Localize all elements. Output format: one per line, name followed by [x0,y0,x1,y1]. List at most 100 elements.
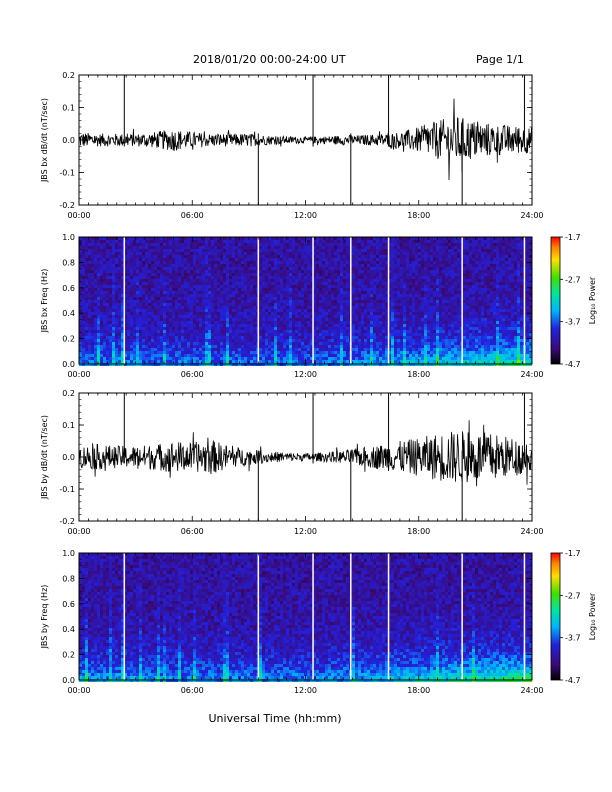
spectrogram-cell [97,333,100,336]
spectrogram-cell [310,354,313,357]
spectrogram-cell [133,342,136,345]
spectrogram-cell [163,351,166,354]
spectrogram-cell [241,348,244,351]
spectrogram-cell [292,255,295,258]
spectrogram-cell [148,252,151,255]
spectrogram-cell [220,261,223,264]
spectrogram-cell [175,333,178,336]
spectrogram-cell [403,339,406,342]
spectrogram-cell [184,258,187,261]
spectrogram-cell [100,291,103,294]
spectrogram-cell [229,360,232,363]
spectrogram-cell [304,291,307,294]
spectrogram-cell [103,273,106,276]
spectrogram-cell [229,339,232,342]
spectrogram-cell [91,312,94,315]
spectrogram-cell [91,255,94,258]
spectrogram-cell [379,300,382,303]
spectrogram-cell [214,246,217,249]
spectrogram-cell [121,303,124,306]
spectrogram-cell [370,357,373,360]
spectrogram-cell [412,297,415,300]
spectrogram-cell [85,294,88,297]
spectrogram-cell [268,336,271,339]
spectrogram-cell [157,321,160,324]
spectrogram-cell [265,321,268,324]
spectrogram-cell [382,333,385,336]
spectrogram-cell [91,258,94,261]
spectrogram-cell [256,276,259,279]
spectrogram-cell [187,330,190,333]
spectrogram-cell [148,273,151,276]
spectrogram-cell [379,243,382,246]
spectrogram-cell [301,357,304,360]
spectrogram-cell [346,330,349,333]
spectrogram-cell [358,279,361,282]
spectrogram-cell [262,273,265,276]
spectrogram-cell [292,348,295,351]
x-tick-label: 00:00 [67,211,90,220]
spectrogram-cell [112,306,115,309]
spectrogram-cell [184,285,187,288]
spectrogram-cell [325,336,328,339]
spectrogram-cell [379,354,382,357]
spectrogram-cell [178,306,181,309]
spectrogram-cell [160,333,163,336]
spectrogram-cell [412,345,415,348]
spectrogram-cell [292,312,295,315]
spectrogram-cell [340,324,343,327]
spectrogram-cell [97,309,100,312]
spectrogram-cell [361,306,364,309]
spectrogram-cell [253,351,256,354]
spectrogram-cell [250,339,253,342]
spectrogram-cell [397,267,400,270]
spectrogram-cell [328,354,331,357]
spectrogram-cell [352,297,355,300]
spectrogram-cell [322,252,325,255]
spectrogram-cell [88,351,91,354]
spectrogram-cell [343,255,346,258]
spectrogram-cell [85,246,88,249]
spectrogram-cell [175,255,178,258]
spectrogram-cell [400,360,403,363]
spectrogram-cell [277,237,280,240]
spectrogram-cell [199,312,202,315]
spectrogram-cell [391,324,394,327]
spectrogram-cell [184,267,187,270]
spectrogram-cell [169,258,172,261]
spectrogram-cell [106,285,109,288]
spectrogram-cell [85,330,88,333]
spectrogram-cell [280,258,283,261]
spectrogram-cell [388,249,391,252]
spectrogram-cell [322,258,325,261]
spectrogram-cell [88,297,91,300]
spectrogram-cell [280,279,283,282]
spectrogram-cell [256,237,259,240]
spectrogram-cell [364,294,367,297]
spectrogram-cell [379,306,382,309]
spectrogram-cell [364,330,367,333]
spectrogram-cell [88,237,91,240]
spectrogram-cell [307,318,310,321]
spectrogram-cell [112,360,115,363]
spectrogram-cell [310,288,313,291]
spectrogram-cell [97,306,100,309]
spectrogram-cell [166,300,169,303]
spectrogram-cell [271,324,274,327]
spectrogram-cell [139,255,142,258]
spectrogram-cell [178,360,181,363]
spectrogram-cell [145,354,148,357]
spectrogram-cell [151,354,154,357]
spectrogram-cell [133,249,136,252]
spectrogram-cell [217,270,220,273]
spectrogram-cell [361,312,364,315]
spectrogram-cell [400,294,403,297]
spectrogram-cell [226,252,229,255]
spectrogram-cell [82,357,85,360]
spectrogram-cell [247,318,250,321]
spectrogram-cell [319,240,322,243]
spectrogram-cell [283,237,286,240]
spectrogram-cell [196,297,199,300]
spectrogram-cell [403,288,406,291]
spectrogram-cell [148,300,151,303]
